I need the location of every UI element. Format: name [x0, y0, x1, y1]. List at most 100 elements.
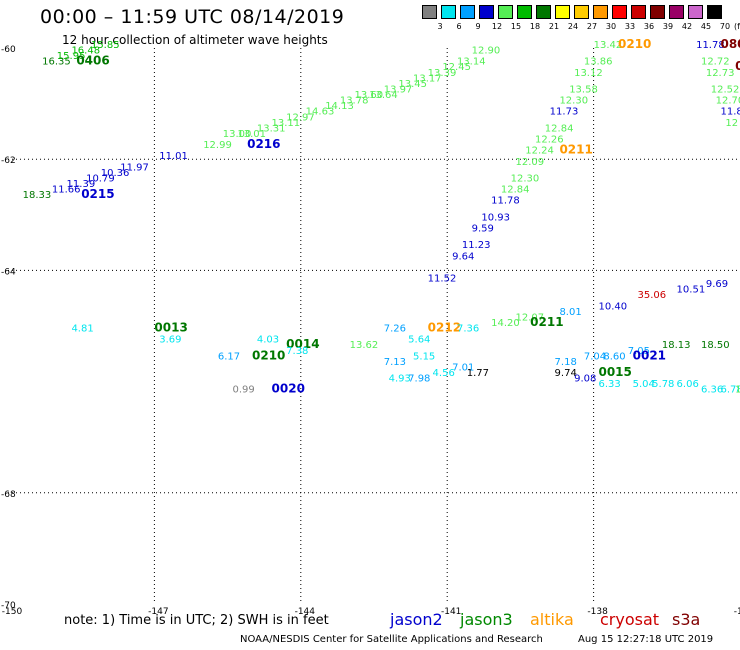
wave-height-label: 16.35 — [42, 57, 71, 68]
pass-time-label: 0020 — [272, 382, 305, 396]
color-swatch — [574, 5, 589, 19]
wave-height-label: 16.48 — [71, 46, 100, 57]
color-swatch-label: 27 — [586, 22, 598, 31]
chart-subtitle: 12 hour collection of altimeter wave hei… — [62, 33, 328, 47]
wave-height-label: 9.64 — [452, 251, 474, 262]
color-swatch — [612, 5, 627, 19]
legend-s3a: s3a — [672, 610, 701, 629]
wave-height-label: 5.78 — [652, 379, 674, 390]
wave-height-label: 15.85 — [91, 40, 120, 51]
wave-height-label: 13.58 — [569, 84, 598, 95]
wave-height-label: 9.69 — [706, 279, 728, 290]
color-swatch-label: 9 — [475, 22, 481, 31]
wave-height-label: 11.8 — [720, 107, 740, 118]
y-tick-label: -70 — [1, 601, 16, 611]
pass-time-label: 0014 — [286, 337, 319, 351]
wave-height-label: 15.95 — [57, 51, 86, 62]
color-swatch-label: 45 — [700, 22, 712, 31]
wave-height-label: 12.26 — [535, 135, 564, 146]
wave-height-label: 5.15 — [413, 351, 435, 362]
wave-height-label: 13.78 — [340, 96, 369, 107]
color-swatch — [650, 5, 665, 19]
wave-height-label: 13.14 — [457, 57, 486, 68]
color-swatch-label: 30 — [605, 22, 617, 31]
color-swatch-label: 24 — [567, 22, 579, 31]
color-swatch — [555, 5, 570, 19]
wave-height-label: 4.81 — [71, 324, 93, 335]
footer-timestamp: Aug 15 12:27:18 UTC 2019 — [578, 634, 714, 645]
wave-height-label: 12.99 — [203, 140, 232, 151]
y-tick-label: -64 — [1, 267, 16, 277]
wave-height-label: 0.99 — [232, 385, 254, 396]
wave-height-label: 13.00 — [223, 129, 252, 140]
wave-height-label: 9.59 — [472, 223, 494, 234]
wave-height-label: 11.52 — [428, 274, 457, 285]
wave-height-label: 4.56 — [433, 368, 455, 379]
wave-height-label: 12.24 — [525, 146, 554, 157]
wave-height-label: 6.33 — [598, 379, 620, 390]
wave-height-label: 4.03 — [257, 335, 279, 346]
wave-height-label: 14.20 — [491, 318, 520, 329]
wave-height-label: 12.30 — [511, 173, 540, 184]
color-swatch — [593, 5, 608, 19]
x-tick-label: -138 — [587, 607, 608, 617]
wave-height-label: 11.01 — [159, 151, 188, 162]
wave-height-label: 13.42 — [594, 40, 623, 51]
wave-height-label: 9.08 — [574, 374, 596, 385]
wave-height-label: 13.64 — [369, 90, 398, 101]
color-swatch — [669, 5, 684, 19]
wave-height-label: 11.23 — [462, 240, 491, 251]
wave-height-label: 13.62 — [350, 340, 379, 351]
color-scale-unit: (ft) — [733, 22, 740, 31]
x-tick-label: -147 — [148, 607, 168, 617]
wave-height-label: 13.45 — [398, 79, 427, 90]
color-swatch — [688, 5, 703, 19]
wave-height-label: 11.39 — [67, 179, 96, 190]
wave-height-label: 14.63 — [306, 107, 335, 118]
wave-height-label: 13.01 — [237, 129, 266, 140]
legend-altika: altika — [530, 610, 574, 629]
wave-height-label: 13.60 — [354, 90, 383, 101]
wave-height-label: 7.26 — [384, 324, 406, 335]
wave-height-label: 10.93 — [481, 212, 510, 223]
wave-height-label: 13.17 — [413, 73, 442, 84]
wave-height-label: 18.50 — [701, 340, 730, 351]
wave-height-label: 11.66 — [52, 185, 81, 196]
pass-time-label: 0211 — [559, 143, 592, 157]
wave-height-label: 5.04 — [633, 379, 655, 390]
wave-height-label: 7.13 — [384, 357, 406, 368]
color-swatch-label: 39 — [662, 22, 674, 31]
wave-height-label: 10.51 — [677, 285, 706, 296]
wave-height-label: 8.01 — [559, 307, 581, 318]
wave-height-label: 10.40 — [598, 301, 627, 312]
wave-height-label: 11.78 — [491, 196, 520, 207]
wave-height-label: 10.36 — [101, 168, 130, 179]
wave-height-label: 7.04 — [584, 351, 606, 362]
wave-height-label: 12.84 — [501, 185, 530, 196]
color-swatch-label: 33 — [624, 22, 636, 31]
pass-time-label: 0216 — [247, 137, 280, 151]
wave-height-label: 10.79 — [86, 173, 115, 184]
wave-height-label: 12.0 — [735, 385, 740, 396]
color-swatch — [441, 5, 456, 19]
wave-height-label: 12.90 — [472, 46, 501, 57]
color-swatch — [707, 5, 722, 19]
wave-height-label: 18.33 — [23, 190, 52, 201]
y-tick-label: -60 — [1, 45, 16, 55]
wave-height-label: 11.97 — [120, 162, 149, 173]
wave-height-label: 13.39 — [428, 68, 457, 79]
x-tick-label: -150 — [2, 607, 23, 617]
wave-height-label: 12.84 — [545, 123, 574, 134]
wave-height-label: 6.36 — [701, 385, 723, 396]
color-swatch — [479, 5, 494, 19]
wave-height-label: 9.74 — [555, 368, 577, 379]
pass-time-label: 0212 — [428, 321, 461, 335]
chart-title: 00:00 – 11:59 UTC 08/14/2019 — [40, 6, 345, 28]
wave-height-label: 7.18 — [555, 357, 577, 368]
x-tick-label: -144 — [295, 607, 316, 617]
wave-height-label: 8.60 — [603, 351, 625, 362]
y-tick-label: -68 — [1, 490, 16, 500]
wave-height-label: 14.13 — [325, 101, 354, 112]
pass-time-label: 0 — [735, 59, 740, 73]
